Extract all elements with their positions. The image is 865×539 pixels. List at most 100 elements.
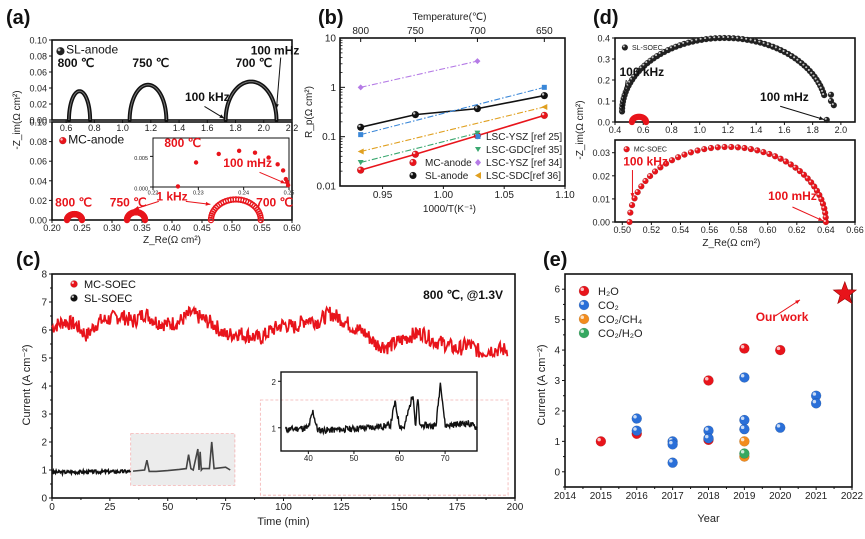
x-tick-label: 2014 <box>554 491 577 502</box>
series-line <box>360 86 545 136</box>
impedance-point <box>687 149 695 156</box>
series-line <box>360 60 478 88</box>
marker-body <box>687 149 695 156</box>
marker-body <box>540 111 549 120</box>
temperature-label: 800 ℃ <box>55 195 92 209</box>
marker-body <box>714 144 722 151</box>
plot-frame <box>614 139 856 223</box>
arrow-line <box>792 206 824 222</box>
marker-highlight <box>828 92 831 95</box>
x-tick-label: 70 <box>441 454 450 463</box>
marker-highlight <box>782 49 785 53</box>
y-tick-label: 0.06 <box>29 157 47 167</box>
x-tick-label: 2015 <box>590 491 613 502</box>
data-point <box>810 398 822 409</box>
arrow-line <box>259 171 286 184</box>
x-tick-label: 1.2 <box>145 123 158 133</box>
annotation-1khz: 1 kHz <box>156 189 187 203</box>
marker-highlight <box>658 51 661 55</box>
panel-label-d: (d) <box>593 7 619 29</box>
top-x-tick-label: 750 <box>407 26 424 37</box>
arrow-head <box>818 217 823 221</box>
marker-highlight <box>740 416 745 421</box>
y-tick-label: 6 <box>554 285 560 296</box>
impedance-point <box>739 35 746 43</box>
impedance-point <box>257 214 264 222</box>
marker-body <box>739 436 750 447</box>
arrow-line <box>275 57 282 109</box>
marker-body <box>739 448 750 459</box>
series-line-sl-soec <box>51 467 132 478</box>
arrow-line <box>776 299 801 316</box>
annotation-arrow <box>185 200 211 206</box>
marker-highlight <box>774 46 777 49</box>
panel-d-top-axes: 0.4 0.6 0.8 1.0 1.2 1.4 1.6 1.8 2.0 0.0 0.1 0.2 0.3 0… <box>597 34 856 135</box>
x-tick-label: 2019 <box>733 491 756 502</box>
marker-highlight <box>410 160 413 163</box>
y-tick-label: 8 <box>41 270 47 281</box>
annotation-arrow <box>204 105 225 119</box>
panel-label-c: (c) <box>16 249 40 271</box>
inset-point <box>216 151 221 157</box>
marker-highlight <box>722 144 725 147</box>
top-x-tick-label: 800 <box>352 26 369 37</box>
mc-arc-point <box>642 118 650 126</box>
data-point <box>739 423 750 435</box>
x-tick-label: 2.0 <box>258 123 271 133</box>
marker-body <box>578 299 590 311</box>
marker-highlight <box>776 346 781 351</box>
marker-body <box>651 168 659 175</box>
inset-annotation: 100 mHz <box>223 156 272 170</box>
series-line-mc-soec <box>51 305 509 359</box>
impedance-point <box>627 209 634 216</box>
marker-body <box>473 104 482 113</box>
series-point <box>473 104 482 113</box>
legend-label: MC-anode <box>425 158 472 169</box>
impedance-point <box>207 216 215 224</box>
marker-highlight <box>801 172 804 175</box>
marker-highlight <box>740 345 745 349</box>
legend-marker <box>623 146 630 153</box>
inset-point <box>175 184 181 189</box>
panel-c-inset-axes: 40 50 60 70 1 2 <box>272 371 478 463</box>
impedance-point <box>638 183 645 190</box>
marker-highlight <box>755 148 758 151</box>
marker-body <box>70 280 78 288</box>
marker-highlight <box>663 161 667 164</box>
marker-highlight <box>753 39 757 42</box>
x-tick-label: 2021 <box>805 491 828 502</box>
marker-highlight <box>636 68 639 72</box>
marker-body <box>701 145 708 153</box>
marker-highlight <box>797 169 800 172</box>
marker-body <box>703 375 714 386</box>
x-tick-label: 0.6 <box>60 123 73 133</box>
marker-highlight <box>704 37 707 40</box>
marker-highlight <box>799 61 802 64</box>
marker-body <box>411 150 420 158</box>
marker-body <box>628 201 636 209</box>
arrow-head <box>630 193 635 198</box>
marker-body <box>721 143 728 151</box>
x-tick-label: 1.05 <box>494 190 514 201</box>
marker-highlight <box>635 190 638 193</box>
x-tick-label: 0.58 <box>730 225 748 235</box>
impedance-arc-highlight <box>129 84 167 121</box>
x-axis-title-a: Z_Re(Ω cm²) <box>143 235 201 246</box>
impedance-point <box>754 147 761 154</box>
marker-body <box>638 183 645 190</box>
x-tick-label: 50 <box>162 502 174 513</box>
condition-annotation: 800 ℃, @1.3V <box>423 288 503 302</box>
marker-body <box>634 188 641 196</box>
marker-highlight <box>812 392 817 396</box>
x-tick-label: 0 <box>49 502 55 513</box>
marker-body <box>823 116 830 124</box>
impedance-point <box>766 150 773 158</box>
marker-highlight <box>669 158 672 161</box>
y-tick-label: 5 <box>554 315 560 326</box>
x-tick-label: 0.95 <box>373 190 393 201</box>
data-point <box>739 372 750 383</box>
series-line-sl-soec-zoomed <box>132 441 231 473</box>
x-tick-label: 2020 <box>769 491 792 502</box>
data-point <box>595 436 607 447</box>
marker-highlight <box>682 41 685 44</box>
